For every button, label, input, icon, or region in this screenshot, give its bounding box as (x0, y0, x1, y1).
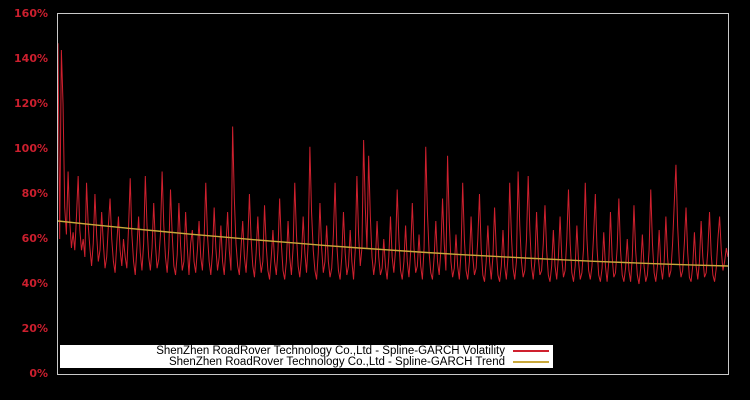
legend-label-volatility: ShenZhen RoadRover Technology Co.,Ltd - … (156, 344, 505, 357)
legend-line-sample-trend (513, 361, 549, 363)
y-tick-label-100pct: 100% (14, 142, 48, 155)
y-tick-label-80pct: 80% (21, 187, 48, 200)
y-tick-label-160pct: 160% (14, 7, 48, 20)
y-tick-label-120pct: 120% (14, 97, 48, 110)
y-tick-label-60pct: 60% (21, 232, 48, 245)
legend-row-trend: ShenZhen RoadRover Technology Co.,Ltd - … (60, 355, 549, 368)
y-tick-label-140pct: 140% (14, 52, 48, 65)
plot-area (57, 13, 729, 375)
y-tick-label-40pct: 40% (21, 277, 48, 290)
legend-row-volatility: ShenZhen RoadRover Technology Co.,Ltd - … (60, 344, 549, 357)
y-tick-label-0pct: 0% (29, 367, 48, 380)
y-tick-label-20pct: 20% (21, 322, 48, 335)
legend-line-sample-volatility (513, 350, 549, 352)
legend: ShenZhen RoadRover Technology Co.,Ltd - … (60, 345, 553, 368)
volatility-line (58, 43, 728, 285)
plot-canvas (58, 43, 728, 285)
trend-line (58, 220, 728, 267)
legend-label-trend: ShenZhen RoadRover Technology Co.,Ltd - … (168, 355, 505, 368)
